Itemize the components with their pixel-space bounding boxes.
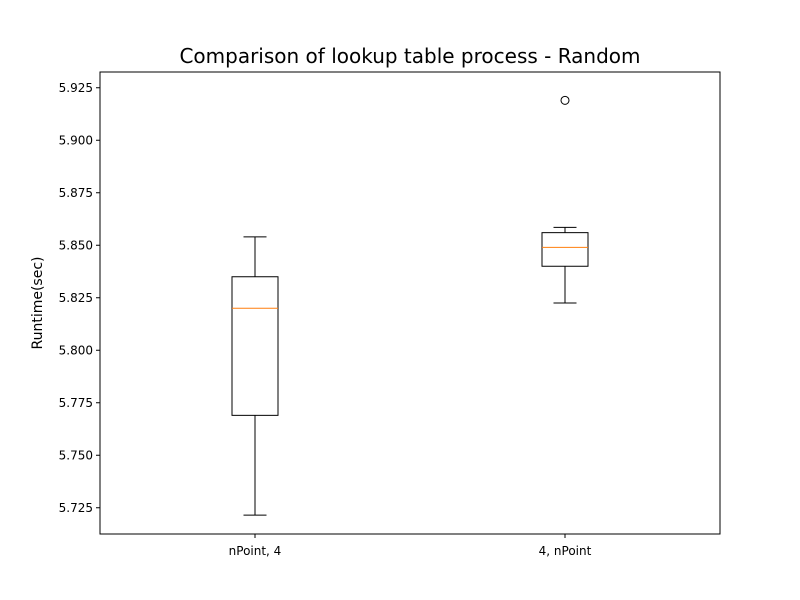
y-tick-label: 5.900 <box>59 133 93 147</box>
y-tick-label: 5.825 <box>59 291 93 305</box>
y-tick-label: 5.850 <box>59 238 93 252</box>
y-axis-ticks: 5.725 5.750 5.775 5.800 5.825 5.850 5.875 5.900… <box>59 81 100 515</box>
box-group <box>541 95 589 304</box>
x-axis-ticks: nPoint, 4 4, nPoint <box>229 534 592 558</box>
y-tick-label: 5.800 <box>59 343 93 357</box>
plot-area <box>231 95 589 516</box>
y-tick-label: 5.725 <box>59 501 93 515</box>
x-tick-label: nPoint, 4 <box>229 544 282 558</box>
box-body <box>541 232 589 267</box>
y-tick-label: 5.775 <box>59 396 93 410</box>
y-tick-label: 5.875 <box>59 186 93 200</box>
outlier-point <box>560 95 570 105</box>
box-group <box>231 236 279 516</box>
chart-title: Comparison of lookup table process - Ran… <box>179 44 640 68</box>
y-tick-label: 5.750 <box>59 448 93 462</box>
y-axis-label: Runtime(sec) <box>30 256 46 349</box>
y-tick-label: 5.925 <box>59 81 93 95</box>
box-body <box>231 276 279 416</box>
x-tick-label: 4, nPoint <box>539 544 592 558</box>
plot-frame <box>99 71 721 535</box>
